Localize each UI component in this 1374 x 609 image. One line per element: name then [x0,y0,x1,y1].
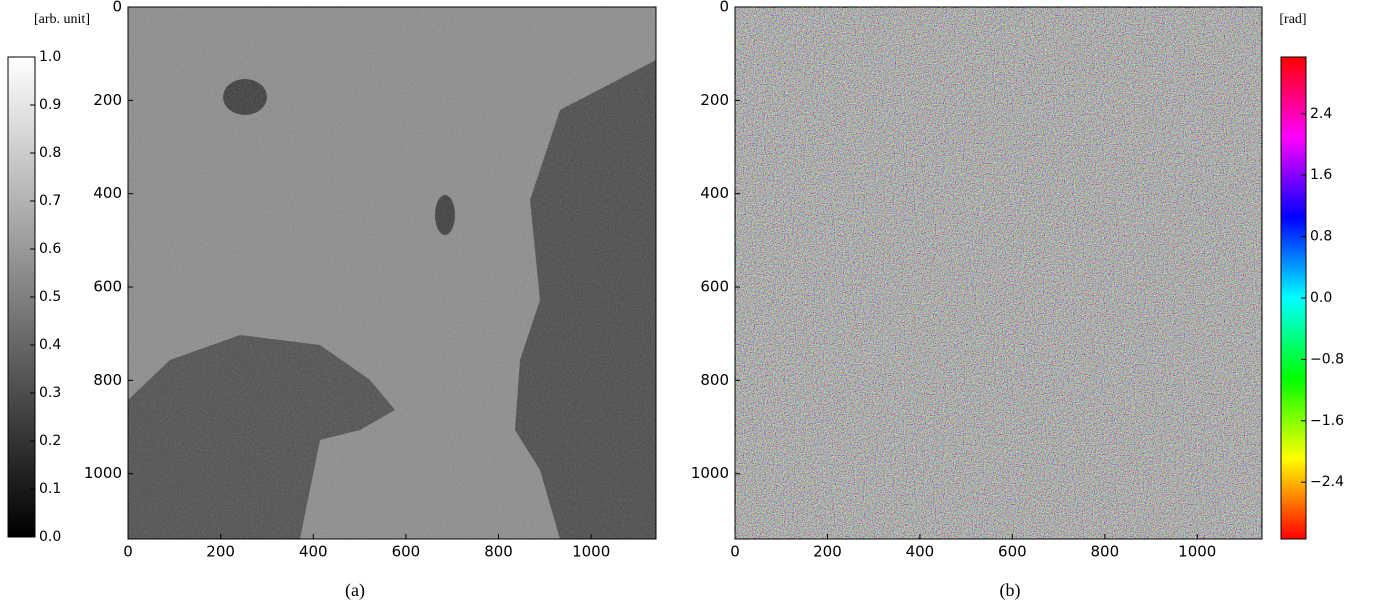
y-tick-label: 1000 [84,464,122,482]
colorbar-tick-label: −1.6 [1310,413,1344,429]
x-tick-label: 400 [906,543,935,561]
colorbar-tick-label: −2.4 [1310,474,1344,490]
x-tick-label: 1000 [572,543,610,561]
x-tick-label: 0 [730,543,740,561]
colorbar-tick-label: 0.7 [39,193,61,209]
x-tick-label: 800 [484,543,513,561]
amplitude-image [128,7,656,539]
colorbar-tick-label: 0.0 [1310,290,1332,306]
x-tick-label: 0 [123,543,133,561]
x-tick-label: 200 [813,543,842,561]
y-tick-label: 0 [719,0,729,16]
y-tick-label: 200 [700,91,729,109]
x-tick-label: 600 [392,543,421,561]
caption: (a) [345,580,365,601]
y-tick-label: 800 [93,371,122,389]
y-tick-label: 1000 [691,464,729,482]
colorbar-tick-label: 0.1 [39,481,61,497]
colorbar-tick-label: 0.5 [39,289,61,305]
colorbar-label: [rad] [1279,12,1306,27]
x-tick-label: 600 [998,543,1027,561]
colorbar-tick-label: 0.8 [1310,229,1332,245]
x-tick-label: 1000 [1178,543,1216,561]
colorbar-tick-label: 0.6 [39,241,61,257]
y-tick-label: 400 [93,184,122,202]
colorbar-tick-label: 0.2 [39,433,61,449]
colorbar-label: [arb. unit] [34,12,90,27]
colorbar-tick-label: 0.9 [39,97,61,113]
phase-image [735,7,1262,539]
colorbar-tick-label: 2.4 [1310,106,1332,122]
colorbar-tick-label: 0.4 [39,337,61,353]
colorbar-tick-label: −0.8 [1310,351,1344,367]
y-tick-label: 600 [93,278,122,296]
colorbar-tick-label: 1.6 [1310,167,1332,183]
figure: (a) (b) [arb. unit] [rad] 0 200 400 600 800 1… [0,0,1374,609]
colorbar-tick-label: 0.0 [39,529,61,545]
y-tick-label: 200 [93,91,122,109]
colorbar-tick-label: 1.0 [39,49,61,65]
x-tick-label: 200 [206,543,235,561]
y-tick-label: 600 [700,278,729,296]
y-tick-label: 0 [112,0,122,16]
colorbar-tick-label: 0.8 [39,145,61,161]
caption: (b) [1000,580,1021,601]
y-tick-label: 400 [700,184,729,202]
x-tick-label: 400 [299,543,328,561]
colorbar-tick-label: 0.3 [39,385,61,401]
x-tick-label: 800 [1091,543,1120,561]
y-tick-label: 800 [700,371,729,389]
